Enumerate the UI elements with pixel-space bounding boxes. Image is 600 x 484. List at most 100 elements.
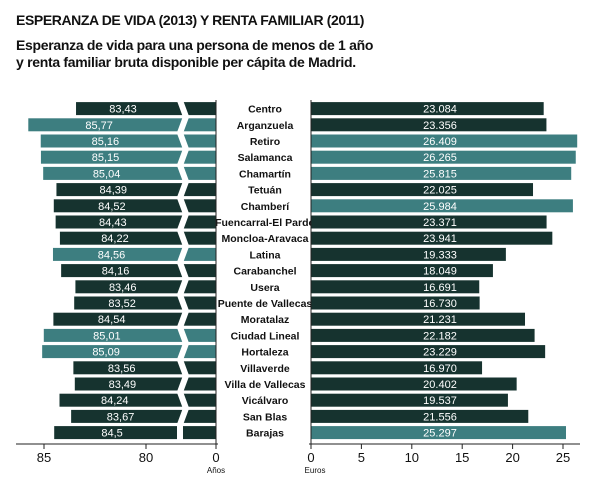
income-bar <box>311 166 572 180</box>
life-expectancy-bar <box>52 247 217 261</box>
district-label: Arganzuela <box>237 120 294 132</box>
income-tick-label: 15 <box>455 450 469 465</box>
life-expectancy-value-label: 84,5 <box>101 428 122 440</box>
life-expectancy-bar <box>53 199 217 213</box>
income-bar <box>311 312 526 326</box>
axis-break-mark <box>176 99 190 441</box>
district-label: Tetuán <box>248 185 282 197</box>
life-expectancy-bar <box>59 393 217 407</box>
income-bar <box>311 150 576 164</box>
life-expectancy-tick-label: 0 <box>212 450 219 465</box>
income-value-label: 25.984 <box>423 201 457 213</box>
income-bar <box>311 231 553 245</box>
income-bar <box>311 118 547 132</box>
life-expectancy-bar <box>40 150 216 164</box>
district-label: Centro <box>248 104 282 116</box>
income-bar <box>311 215 547 229</box>
income-value-label: 19.333 <box>423 249 457 261</box>
income-tick-label: 5 <box>358 450 365 465</box>
income-value-label: 25.297 <box>423 428 457 440</box>
district-label: Carabanchel <box>233 266 296 278</box>
income-bar <box>311 102 544 116</box>
district-label: Moncloa-Aravaca <box>222 233 309 245</box>
life-expectancy-value-label: 83,67 <box>107 411 135 423</box>
income-bar <box>311 199 573 213</box>
life-expectancy-bar <box>54 426 217 440</box>
income-bar <box>311 328 535 342</box>
district-label: Ciudad Lineal <box>231 330 300 342</box>
life-expectancy-value-label: 84,39 <box>99 185 127 197</box>
income-value-label: 16.691 <box>423 282 457 294</box>
life-expectancy-bar <box>74 296 216 310</box>
chart-subtitle: Esperanza de vida para una persona de me… <box>16 37 374 70</box>
income-value-label: 23.356 <box>423 120 457 132</box>
chart-title: ESPERANZA DE VIDA (2013) Y RENTA FAMILIA… <box>16 12 364 28</box>
life-expectancy-bar <box>75 280 216 294</box>
life-expectancy-bar <box>40 134 217 148</box>
income-bar <box>311 247 506 261</box>
life-expectancy-bar <box>61 264 216 278</box>
life-expectancy-value-label: 85,15 <box>92 152 120 164</box>
income-value-label: 25.815 <box>423 168 457 180</box>
district-label: Barajas <box>246 428 284 440</box>
life-expectancy-value-label: 85,77 <box>85 120 113 132</box>
district-label: Villa de Vallecas <box>225 379 306 391</box>
income-value-label: 23.941 <box>423 233 457 245</box>
life-expectancy-bar <box>74 377 216 391</box>
life-expectancy-value-label: 85,09 <box>92 347 120 359</box>
life-expectancy-bar <box>59 231 216 245</box>
income-bar <box>311 377 517 391</box>
income-value-label: 23.371 <box>423 217 457 229</box>
income-value-label: 16.730 <box>423 298 457 310</box>
income-axis-unit: Euros <box>305 466 326 475</box>
life-expectancy-bar <box>42 345 216 359</box>
life-expectancy-axis-unit: Años <box>207 466 225 475</box>
income-value-label: 22.182 <box>423 330 457 342</box>
life-expectancy-bar <box>71 409 217 423</box>
income-value-label: 18.049 <box>423 266 457 278</box>
life-expectancy-value-label: 84,56 <box>98 249 126 261</box>
life-expectancy-value-label: 85,01 <box>93 330 121 342</box>
life-expectancy-value-label: 84,54 <box>98 314 126 326</box>
income-bar <box>311 409 529 423</box>
district-label: Villaverde <box>240 363 290 375</box>
life-expectancy-bar <box>43 328 216 342</box>
life-expectancy-bar <box>43 166 217 180</box>
district-label: Fuencarral-El Pardo <box>215 217 315 229</box>
income-bar <box>311 361 483 375</box>
district-label: Moratalaz <box>241 314 289 326</box>
district-label: San Blas <box>243 411 288 423</box>
income-value-label: 26.265 <box>423 152 457 164</box>
income-bar <box>311 280 480 294</box>
district-label: Hortaleza <box>241 347 288 359</box>
life-expectancy-value-label: 83,56 <box>108 363 136 375</box>
income-bar <box>311 296 480 310</box>
life-expectancy-bar <box>55 215 217 229</box>
life-expectancy-value-label: 84,16 <box>102 266 130 278</box>
life-expectancy-bar <box>28 118 217 132</box>
district-label: Vicálvaro <box>242 395 289 407</box>
life-expectancy-bar <box>56 183 216 197</box>
income-tick-label: 10 <box>405 450 419 465</box>
district-label: Chamartín <box>239 168 291 180</box>
life-expectancy-value-label: 84,22 <box>101 233 129 245</box>
district-label: Salamanca <box>238 152 293 164</box>
income-value-label: 21.231 <box>423 314 457 326</box>
income-value-label: 23.084 <box>423 104 457 116</box>
life-expectancy-tick-label: 80 <box>139 450 153 465</box>
income-value-label: 20.402 <box>423 379 457 391</box>
income-value-label: 19.537 <box>423 395 457 407</box>
income-tick-label: 0 <box>307 450 314 465</box>
life-expectancy-value-label: 83,52 <box>108 298 136 310</box>
life-expectancy-value-label: 85,16 <box>92 136 120 148</box>
income-value-label: 16.970 <box>423 363 457 375</box>
income-bar <box>311 426 566 440</box>
district-label: Puente de Vallecas <box>218 298 313 310</box>
income-tick-label: 25 <box>556 450 570 465</box>
life-expectancy-value-label: 83,49 <box>109 379 137 391</box>
life-expectancy-value-label: 84,43 <box>99 217 127 229</box>
income-tick-label: 20 <box>505 450 519 465</box>
district-label: Chamberí <box>241 201 291 213</box>
life-expectancy-bar <box>53 312 216 326</box>
